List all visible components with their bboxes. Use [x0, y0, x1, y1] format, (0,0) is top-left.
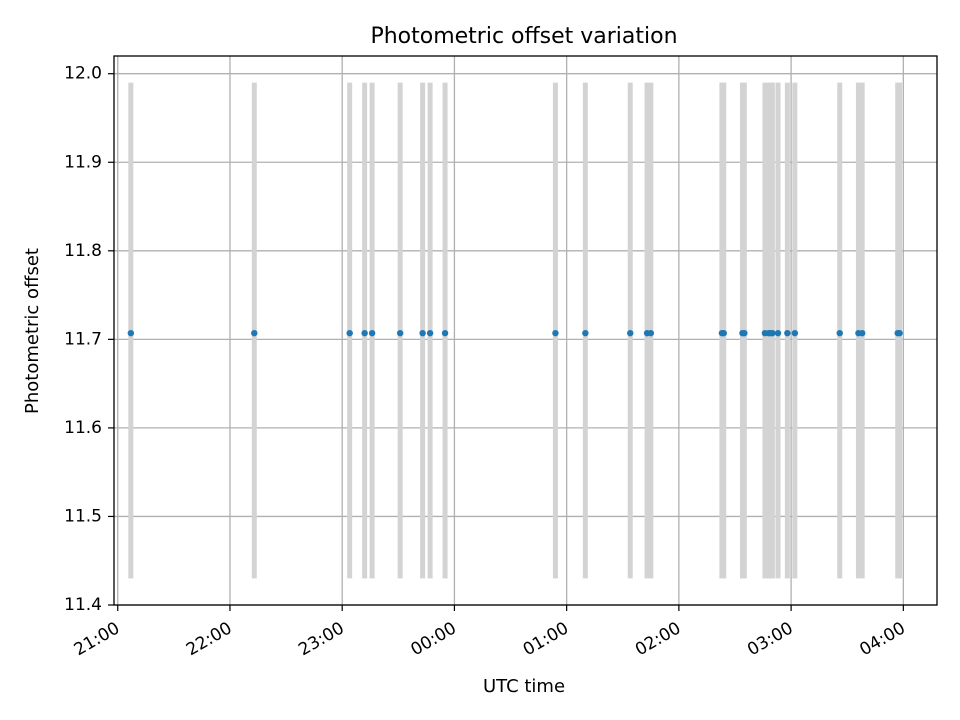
y-axis: 11.4 11.5 11.6 11.7 11.8 11.9 12.0 [64, 64, 114, 615]
chart-title: Photometric offset variation [370, 24, 677, 49]
data-points [127, 329, 903, 337]
data-point [896, 329, 903, 337]
y-tick-label: 11.9 [64, 152, 102, 172]
data-point [720, 329, 727, 337]
data-point [441, 329, 449, 337]
data-point [426, 329, 434, 337]
data-point [127, 329, 135, 337]
plot-frame [113, 55, 938, 606]
data-point [774, 329, 782, 337]
y-tick-label: 11.8 [64, 241, 102, 261]
y-tick-label: 11.6 [64, 418, 102, 438]
data-point [627, 329, 634, 337]
data-point [858, 329, 866, 337]
y-tick-label: 11.7 [64, 329, 102, 349]
data-point [836, 329, 843, 337]
data-point [582, 329, 589, 337]
y-tick-label: 11.4 [64, 595, 102, 615]
data-point [368, 329, 376, 337]
y-tick-label: 11.5 [64, 506, 102, 526]
data-point [346, 329, 353, 337]
grid [114, 56, 937, 606]
data-point [791, 329, 799, 337]
data-point [396, 329, 404, 337]
x-axis-label: UTC time [483, 676, 565, 697]
data-point [784, 329, 791, 337]
data-point [251, 329, 258, 337]
y-tick-label: 12.0 [64, 64, 102, 84]
data-point [361, 329, 368, 337]
data-point [769, 329, 776, 337]
data-point [741, 329, 748, 337]
y-axis-label: Photometric offset [22, 248, 43, 414]
data-point [552, 329, 559, 337]
data-point [419, 329, 426, 337]
data-point [647, 329, 655, 337]
